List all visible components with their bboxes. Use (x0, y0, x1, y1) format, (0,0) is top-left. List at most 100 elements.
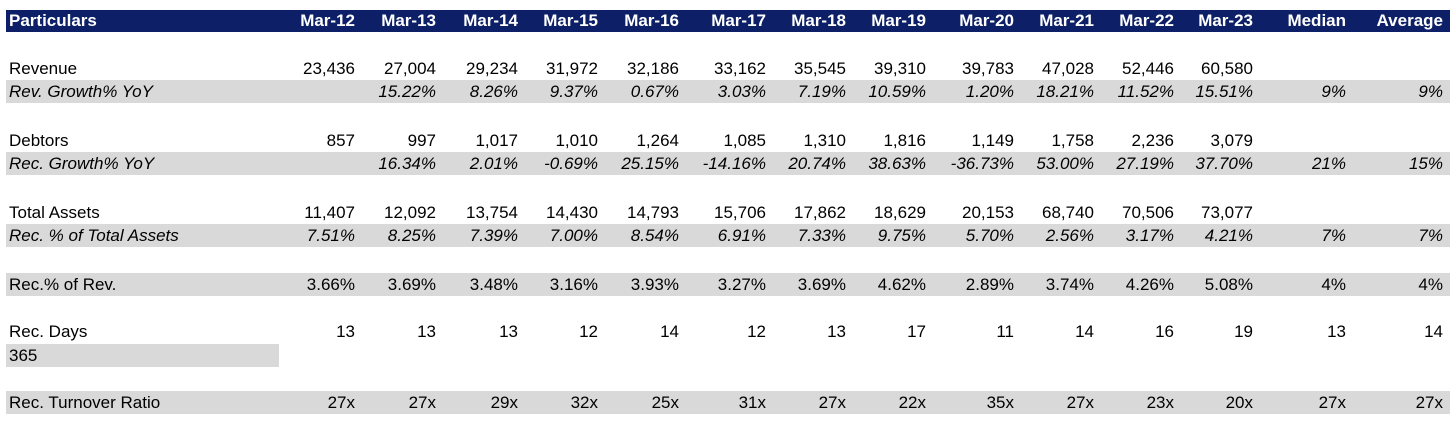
cell-col-8: 9.75% (877, 226, 926, 245)
cell-col-9: 2.89% (965, 275, 1014, 294)
cell-col-2: 13 (417, 322, 436, 341)
cell-col-4: 3.16% (549, 275, 598, 294)
row-label: Revenue (9, 59, 78, 78)
cell-col-1: 23,436 (303, 59, 355, 78)
cell-col-1: 11,407 (304, 203, 355, 222)
cell-col-6: 12 (747, 322, 766, 341)
header-col-3: Mar-14 (463, 11, 518, 30)
cell-col-8: 38.63% (868, 154, 926, 173)
cell-col-1: 857 (326, 131, 355, 150)
cell-col-12: 15.51% (1195, 82, 1253, 101)
cell-col-3: 29,234 (466, 59, 518, 78)
cell-col-14: 27x (1415, 393, 1443, 412)
cell-col-3: 8.26% (469, 82, 518, 101)
cell-col-5: 14 (660, 322, 679, 341)
row-label: Debtors (9, 131, 69, 150)
cell-col-10: 3.74% (1045, 275, 1094, 294)
header-col-6: Mar-17 (711, 11, 766, 30)
cell-col-7: 27x (818, 393, 846, 412)
cell-col-3: 3.48% (469, 275, 518, 294)
header-col-8: Mar-19 (871, 11, 926, 30)
cell-col-9: -36.73% (950, 154, 1014, 173)
header-col-11: Mar-22 (1119, 11, 1174, 30)
header-col-14: Average (1376, 11, 1443, 30)
cell-col-8: 22x (898, 393, 926, 412)
cell-col-10: 68,740 (1042, 203, 1094, 222)
cell-col-12: 73,077 (1201, 203, 1253, 222)
header-col-12: Mar-23 (1198, 11, 1253, 30)
cell-col-8: 18,629 (874, 203, 926, 222)
cell-col-6: 6.91% (717, 226, 766, 245)
cell-col-9: 1,149 (971, 131, 1014, 150)
cell-col-12: 5.08% (1204, 275, 1253, 294)
cell-col-10: 18.21% (1036, 82, 1094, 101)
cell-col-14 (1365, 129, 1443, 152)
cell-col-7: 3.69% (797, 275, 846, 294)
cell-col-8: 17 (907, 322, 926, 341)
cell-col-3: 13 (499, 322, 518, 341)
cell-col-10: 53.00% (1036, 154, 1094, 173)
cell-col-7: 7.33% (797, 226, 846, 245)
cell-col-14: 9% (1418, 82, 1443, 101)
cell-col-14: 4% (1418, 275, 1443, 294)
cell-col-13: 27x (1318, 393, 1346, 412)
cell-col-2: 12,092 (384, 203, 436, 222)
header-col-7: Mar-18 (791, 11, 846, 30)
cell-col-12: 3,079 (1210, 131, 1253, 150)
cell-col-2: 3.69% (387, 275, 436, 294)
cell-col-12: 37.70% (1195, 154, 1253, 173)
days-in-year-cell: 365 (6, 344, 279, 367)
cell-col-1 (277, 80, 355, 103)
cell-col-14: 7% (1418, 226, 1443, 245)
cell-col-6: 3.03% (717, 82, 766, 101)
cell-col-4: 7.00% (549, 226, 598, 245)
cell-col-9: 1.20% (965, 82, 1014, 101)
cell-col-2: 997 (407, 131, 436, 150)
row-debtors: Debtors 857 997 1,017 1,010 1,264 1,085 1,310 1,… (6, 129, 1450, 152)
cell-col-12: 20x (1225, 393, 1253, 412)
cell-col-13: 4% (1321, 275, 1346, 294)
cell-col-6: -14.16% (702, 154, 766, 173)
cell-col-12: 19 (1234, 322, 1253, 341)
cell-col-4: -0.69% (544, 154, 598, 173)
cell-col-7: 7.19% (797, 82, 846, 101)
header-col-9: Mar-20 (959, 11, 1014, 30)
header-col-4: Mar-15 (543, 11, 598, 30)
header-col-13: Median (1287, 11, 1346, 30)
header-col-2: Mar-13 (381, 11, 436, 30)
header-row: Particulars Mar-12 Mar-13 Mar-14 Mar-15 Mar-… (6, 10, 1450, 32)
cell-col-8: 4.62% (877, 275, 926, 294)
cell-col-1: 13 (336, 322, 355, 341)
row-rec-growth: Rec. Growth% YoY 16.34% 2.01% -0.69% 25.15% -… (6, 152, 1450, 175)
cell-col-13: 13 (1327, 322, 1346, 341)
cell-col-3: 1,017 (475, 131, 518, 150)
row-label: Total Assets (9, 203, 100, 222)
cell-col-1: 27x (327, 393, 355, 412)
row-rec-pct-total-assets: Rec. % of Total Assets 7.51% 8.25% 7.39% 7.0… (6, 224, 1450, 247)
cell-col-7: 35,545 (794, 59, 846, 78)
cell-col-8: 39,310 (874, 59, 926, 78)
cell-col-5: 0.67% (630, 82, 679, 101)
cell-col-5: 1,264 (636, 131, 679, 150)
row-label: Rec. Growth% YoY (9, 154, 155, 173)
cell-col-10: 1,758 (1051, 131, 1094, 150)
cell-col-4: 31,972 (546, 59, 598, 78)
cell-col-11: 11.52% (1117, 82, 1174, 101)
cell-col-13 (1268, 129, 1346, 152)
row-rec-days: Rec. Days 13 13 13 12 14 12 13 17 11 14 16 19 13 14 (6, 320, 1450, 343)
cell-col-13: 7% (1321, 226, 1346, 245)
cell-col-11: 16 (1155, 322, 1174, 341)
cell-col-4: 1,010 (555, 131, 598, 150)
cell-col-8: 1,816 (883, 131, 926, 150)
header-particulars: Particulars (9, 11, 97, 30)
cell-col-7: 17,862 (794, 203, 846, 222)
row-label: Rec. Days (9, 322, 88, 341)
row-rec-turnover-ratio: Rec. Turnover Ratio 27x 27x 29x 32x 25x 31x 27x… (6, 391, 1450, 414)
cell-col-14: 15% (1408, 154, 1443, 173)
cell-col-5: 8.54% (630, 226, 679, 245)
cell-col-7: 13 (827, 322, 846, 341)
cell-col-1: 3.66% (306, 275, 355, 294)
cell-col-3: 13,754 (466, 203, 518, 222)
cell-col-10: 27x (1066, 393, 1094, 412)
cell-col-5: 25x (651, 393, 679, 412)
